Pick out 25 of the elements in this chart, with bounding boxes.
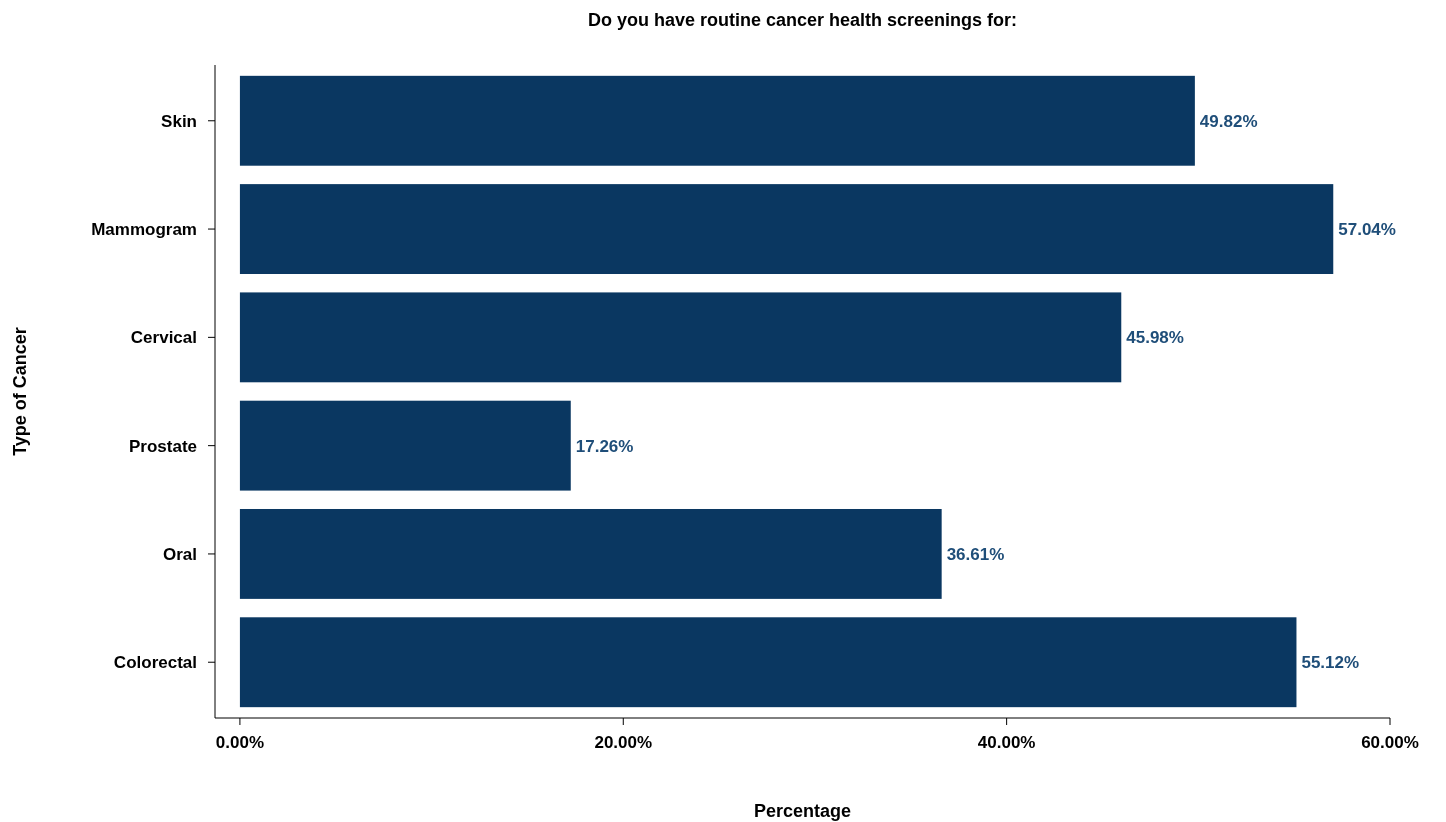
bar — [239, 292, 1122, 383]
x-tick-label: 40.00% — [977, 733, 1036, 752]
data-label: 36.61% — [946, 544, 1005, 564]
y-tick-label: Cervical — [130, 328, 197, 348]
y-tick-label: Mammogram — [91, 220, 197, 240]
y-tick-label: Prostate — [128, 436, 197, 456]
data-label: 49.82% — [1199, 111, 1258, 131]
bar — [239, 400, 571, 491]
chart-title: Do you have routine cancer health screenings for: — [587, 10, 1018, 30]
y-tick-label: Colorectal — [113, 653, 197, 673]
y-tick-label: Oral — [162, 544, 197, 564]
x-tick-label: 60.00% — [1361, 733, 1419, 752]
x-axis-title: Percentage — [753, 801, 852, 821]
data-label: 55.12% — [1301, 653, 1360, 673]
x-tick-label: 0.00% — [215, 733, 265, 752]
y-axis-title: Type of Cancer — [10, 327, 30, 456]
data-label: 45.98% — [1126, 328, 1184, 348]
data-label: 57.04% — [1338, 220, 1396, 240]
bar — [239, 75, 1195, 166]
data-label: 17.26% — [575, 436, 634, 456]
y-tick-label: Skin — [161, 111, 197, 131]
x-tick-label: 20.00% — [594, 733, 653, 752]
bar — [239, 617, 1297, 708]
bar — [239, 509, 942, 599]
bar — [239, 184, 1334, 274]
